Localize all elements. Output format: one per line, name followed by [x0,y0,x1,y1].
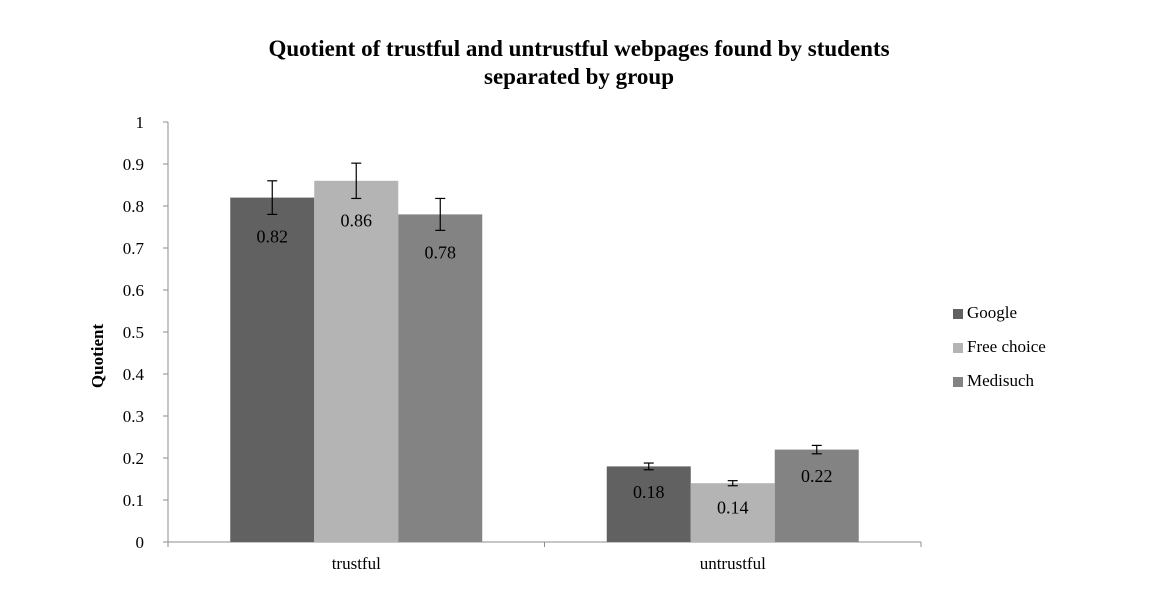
y-axis-label: Quotient [88,324,107,389]
legend-swatch-free-choice [953,343,963,353]
y-tick-label: 0.5 [123,323,144,342]
y-tick-label: 0.7 [123,239,145,258]
bar-free-choice-trustful [314,180,399,543]
bar-medisuch-untrustful [774,449,859,542]
y-tick-label: 0.9 [123,155,144,174]
data-label-medisuch-untrustful: 0.22 [801,466,833,486]
data-label-google-untrustful: 0.18 [633,482,665,502]
x-tick-label-trustful: trustful [332,554,381,573]
chart-title: Quotient of trustful and untrustful webp… [0,35,1150,91]
data-label-medisuch-trustful: 0.78 [425,242,457,262]
y-tick-label: 1 [136,113,145,132]
legend-swatch-medisuch [953,377,963,387]
legend-item-free-choice: Free choice [953,330,1046,364]
x-tick-label-untrustful: untrustful [700,554,766,573]
data-label-free-choice-untrustful: 0.14 [717,498,749,518]
bar-google-untrustful [606,466,691,542]
legend: Google Free choice Medisuch [953,296,1046,398]
chart-title-line-2: separated by group [484,64,674,89]
y-tick-label: 0.2 [123,449,144,468]
bar-free-choice-untrustful [690,483,775,542]
legend-item-medisuch: Medisuch [953,364,1046,398]
y-tick-label: 0 [136,533,145,552]
legend-label-medisuch: Medisuch [967,371,1035,390]
legend-item-google: Google [953,296,1046,330]
bar-google-trustful [230,197,315,542]
y-tick-label: 0.1 [123,491,144,510]
y-tick-label: 0.4 [123,365,145,384]
y-tick-label: 0.6 [123,281,144,300]
legend-swatch-google [953,309,963,319]
bar-medisuch-trustful [398,214,483,542]
legend-label-google: Google [967,303,1018,322]
chart-title-line-1: Quotient of trustful and untrustful webp… [268,36,890,61]
legend-label-free-choice: Free choice [967,337,1046,356]
y-tick-label: 0.8 [123,197,144,216]
y-tick-label: 0.3 [123,407,144,426]
data-label-free-choice-trustful: 0.86 [341,210,373,230]
data-label-google-trustful: 0.82 [257,226,289,246]
